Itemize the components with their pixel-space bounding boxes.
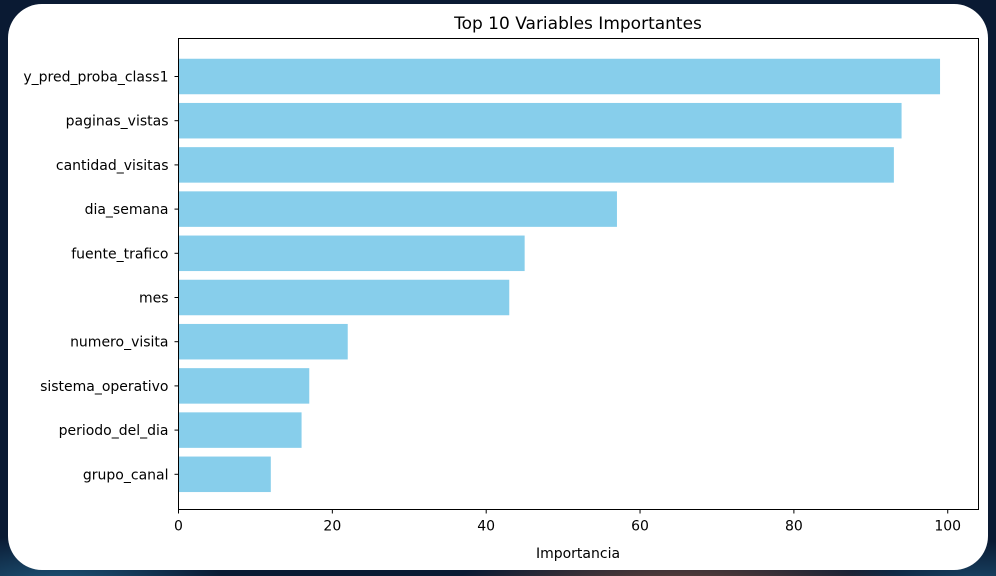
y-tick-label: periodo_del_dia	[59, 423, 169, 439]
y-tick-label: numero_visita	[70, 335, 168, 351]
x-axis-title: Importancia	[536, 546, 620, 562]
y-tick-label: dia_semana	[85, 202, 169, 218]
axes-frame	[178, 38, 979, 510]
bar-cantidad_visitas	[178, 147, 894, 183]
bar-y_pred_proba_class1	[178, 58, 941, 95]
bar-paginas_vistas	[178, 102, 902, 139]
bar-mes	[178, 279, 510, 316]
chart-title: Top 10 Variables Importantes	[453, 14, 702, 34]
y-tick-label: cantidad_visitas	[56, 158, 169, 174]
bar-periodo_del_dia	[178, 412, 302, 448]
bar-sistema_operativo	[178, 368, 310, 404]
y-tick-label: mes	[139, 291, 169, 307]
x-tick-label: 100	[934, 519, 961, 535]
y-tick-label: grupo_canal	[83, 467, 169, 483]
y-tick-label: y_pred_proba_class1	[23, 70, 168, 86]
bar-dia_semana	[178, 191, 617, 227]
bar-grupo_canal	[178, 456, 271, 493]
x-tick-label: 80	[785, 519, 803, 535]
x-tick-label: 60	[631, 519, 649, 535]
x-tick-label: 0	[174, 519, 183, 535]
bar-fuente_trafico	[178, 235, 525, 272]
y-tick-label: fuente_trafico	[71, 246, 168, 262]
bar-numero_visita	[178, 323, 348, 360]
x-tick-label: 20	[323, 519, 341, 535]
y-tick-label: paginas_vistas	[66, 114, 169, 130]
y-tick-label: sistema_operativo	[40, 379, 168, 395]
x-tick-label: 40	[477, 519, 495, 535]
